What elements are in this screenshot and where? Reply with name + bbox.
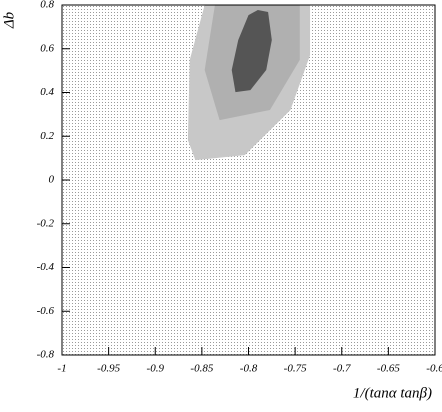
x-tick-label: -0.9 [147,363,165,375]
y-tick-label: 0.4 [40,86,54,98]
x-tick-label: -0.65 [377,363,400,375]
x-tick-label: -0.6 [426,363,442,375]
x-axis-label: 1/(tanα tanβ) [353,385,432,401]
y-tick-label: 0.6 [40,42,54,54]
y-tick-label: -0.8 [37,349,55,361]
x-tick-label: -0.7 [333,363,351,375]
y-tick-label: -0.4 [37,261,55,273]
x-tick-label: -0.8 [240,363,258,375]
y-tick-label: 0.2 [40,130,54,142]
y-axis-label: Δb [1,11,17,29]
y-tick-label: 0.8 [40,0,54,11]
y-tick-label: 0 [49,174,55,186]
x-tick-label: -0.75 [284,363,307,375]
y-tick-label: -0.6 [37,305,55,317]
y-tick-label: -0.2 [37,217,55,229]
x-tick-label: -1 [57,363,66,375]
x-tick-label: -0.95 [97,363,120,375]
region [231,10,272,93]
x-tick-label: -0.85 [190,363,213,375]
